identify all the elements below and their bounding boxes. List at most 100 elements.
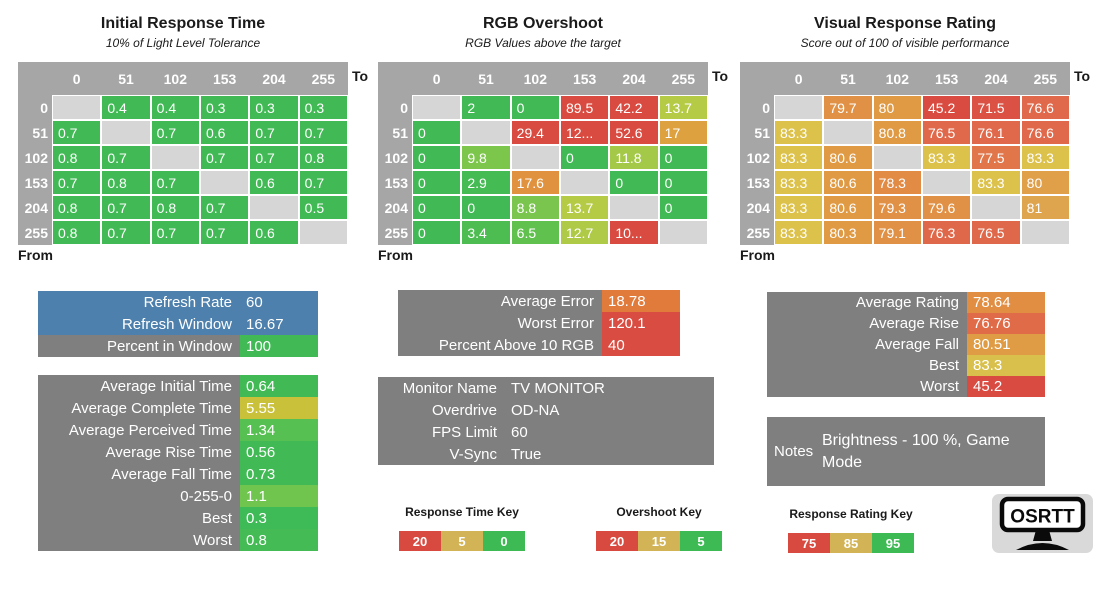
panel-row: Worst 0.8 <box>38 529 318 551</box>
heatmap-cell: 80 <box>1020 170 1070 195</box>
heatmap-cell: 79.7 <box>823 95 873 120</box>
panel-value: 1.1 <box>240 485 318 507</box>
heatmap-cell: 76.5 <box>921 120 972 145</box>
panel-label: Average Fall Time <box>38 463 240 485</box>
heatmap-cell-diagonal <box>971 195 1021 220</box>
heatmap-cell: 29.4 <box>510 120 560 145</box>
table-subtitle-visual-response-rating: Score out of 100 of visible performance <box>800 36 1010 50</box>
column-header-0: 0 <box>432 70 441 87</box>
heatmap-cell-diagonal <box>249 195 299 220</box>
panel-row: Worst 45.2 <box>767 376 1045 397</box>
to-axis-label: To <box>352 68 369 84</box>
panel-row: Average Initial Time 0.64 <box>38 375 318 397</box>
row-header-255: 255 <box>746 224 770 241</box>
heatmap-cell: 0 <box>658 195 708 220</box>
heatmap-cell: 0.7 <box>249 145 299 170</box>
column-header-0: 0 <box>72 70 81 87</box>
corner-cell <box>740 62 774 95</box>
heatmap-cell: 0.7 <box>249 120 299 145</box>
panel-row: Average Rating 78.64 <box>767 292 1045 313</box>
key-swatch: 20 <box>399 531 441 551</box>
heatmap-cell: 0.6 <box>199 120 250 145</box>
row-header-153: 153 <box>24 174 48 191</box>
heatmap-cell: 83.3 <box>921 145 972 170</box>
panel-label: Refresh Rate <box>38 291 240 313</box>
row-header-255: 255 <box>384 224 408 241</box>
heatmap-cell: 0.4 <box>150 95 200 120</box>
panel-value: 0.73 <box>240 463 318 485</box>
column-header-51: 51 <box>478 70 494 87</box>
heatmap-cell: 0.6 <box>249 220 299 245</box>
heatmap-cell: 81 <box>1020 195 1070 220</box>
panel-label: Refresh Window <box>38 313 240 335</box>
rgb-overshoot-heatmap: 0 51 102 153 204 255 0 2 0 89.5 42.2 13.7 51 0 29.4 12.… <box>378 62 708 245</box>
heatmap-cell: 83.3 <box>774 195 824 220</box>
panel-row: Overdrive OD-NA <box>378 399 714 421</box>
heatmap-cell: 0 <box>412 120 462 145</box>
heatmap-cell-diagonal <box>1020 220 1070 245</box>
column-header-255: 255 <box>671 70 695 87</box>
panel-value: 16.67 <box>240 313 318 335</box>
heatmap-cell: 0 <box>412 195 462 220</box>
key-swatch: 5 <box>441 531 483 551</box>
heatmap-cell: 0.7 <box>298 120 348 145</box>
key-title: Response Time Key <box>405 505 519 519</box>
panel-row: Average Fall Time 0.73 <box>38 463 318 485</box>
row-header-255: 255 <box>24 224 48 241</box>
key-title: Overshoot Key <box>616 505 702 519</box>
panel-row: Best 83.3 <box>767 355 1045 376</box>
heatmap-cell: 80.3 <box>823 220 873 245</box>
response-time-key: Response Time Key 20 5 0 <box>399 505 525 551</box>
column-header-255: 255 <box>311 70 335 87</box>
panel-label: Best <box>38 507 240 529</box>
heatmap-cell: 0.7 <box>199 220 250 245</box>
column-header-102: 102 <box>885 70 909 87</box>
key-swatches: 75 85 95 <box>788 533 914 553</box>
table-subtitle-initial-response-time: 10% of Light Level Tolerance <box>105 36 261 50</box>
heatmap-cell: 0 <box>412 145 462 170</box>
overshoot-key: Overshoot Key 20 15 5 <box>596 505 722 551</box>
osrtt-logo: OSRTT <box>992 494 1093 553</box>
refresh-panel: Refresh Rate 60 Refresh Window 16.67 Percent… <box>38 291 318 357</box>
panel-value: 18.78 <box>602 290 680 312</box>
key-swatch: 85 <box>830 533 872 553</box>
heatmap-cell: 71.5 <box>971 95 1021 120</box>
column-header-51: 51 <box>840 70 856 87</box>
heatmap-cell: 0.7 <box>150 120 200 145</box>
visual-response-rating-heatmap: 0 51 102 153 204 255 0 79.7 80 45.2 71.5 76.6 51 83.3… <box>740 62 1070 245</box>
table-title-rgb-overshoot: RGB Overshoot <box>482 15 603 32</box>
row-header-0: 0 <box>40 99 48 116</box>
panel-value: 78.64 <box>967 292 1045 313</box>
heatmap-cell: 0.7 <box>101 145 151 170</box>
heatmap-cell: 89.5 <box>559 95 610 120</box>
heatmap-cell: 17.6 <box>510 170 560 195</box>
heatmap-cell: 76.3 <box>921 220 972 245</box>
panel-row: Worst Error 120.1 <box>398 312 680 334</box>
panel-row: FPS Limit 60 <box>378 421 714 443</box>
column-header-255: 255 <box>1033 70 1057 87</box>
panel-value: 60 <box>505 421 714 443</box>
heatmap-wrap: 0 51 102 153 204 255 0 2 0 89.5 42.2 13.7 51 0 29.4 12.… <box>378 62 728 245</box>
panel-row: Best 0.3 <box>38 507 318 529</box>
heatmap-cell: 10... <box>609 220 659 245</box>
heatmap-cell: 0.7 <box>101 195 151 220</box>
heatmap-cell-diagonal <box>461 120 511 145</box>
panel-label: Average Perceived Time <box>38 419 240 441</box>
panel-row: Average Complete Time 5.55 <box>38 397 318 419</box>
heatmap-cell: 0.7 <box>150 220 200 245</box>
column-header-153: 153 <box>934 70 959 87</box>
panel-label: Worst Error <box>398 312 602 334</box>
notes-label: Notes <box>774 443 814 460</box>
corner-cell <box>378 62 412 95</box>
row-header-102: 102 <box>746 149 770 166</box>
visual-response-rating-section: Visual Response Rating Score out of 100 … <box>740 14 1090 263</box>
heatmap-cell: 78.3 <box>872 170 922 195</box>
heatmap-cell: 76.6 <box>1020 120 1070 145</box>
heatmap-cell-diagonal <box>101 120 151 145</box>
notes-panel: Notes Brightness - 100 %, Game Mode <box>767 417 1045 486</box>
key-swatches: 20 15 5 <box>596 531 722 551</box>
heatmap-cell: 0.8 <box>52 195 102 220</box>
panel-value: 45.2 <box>967 376 1045 397</box>
corner-cell <box>18 62 52 95</box>
